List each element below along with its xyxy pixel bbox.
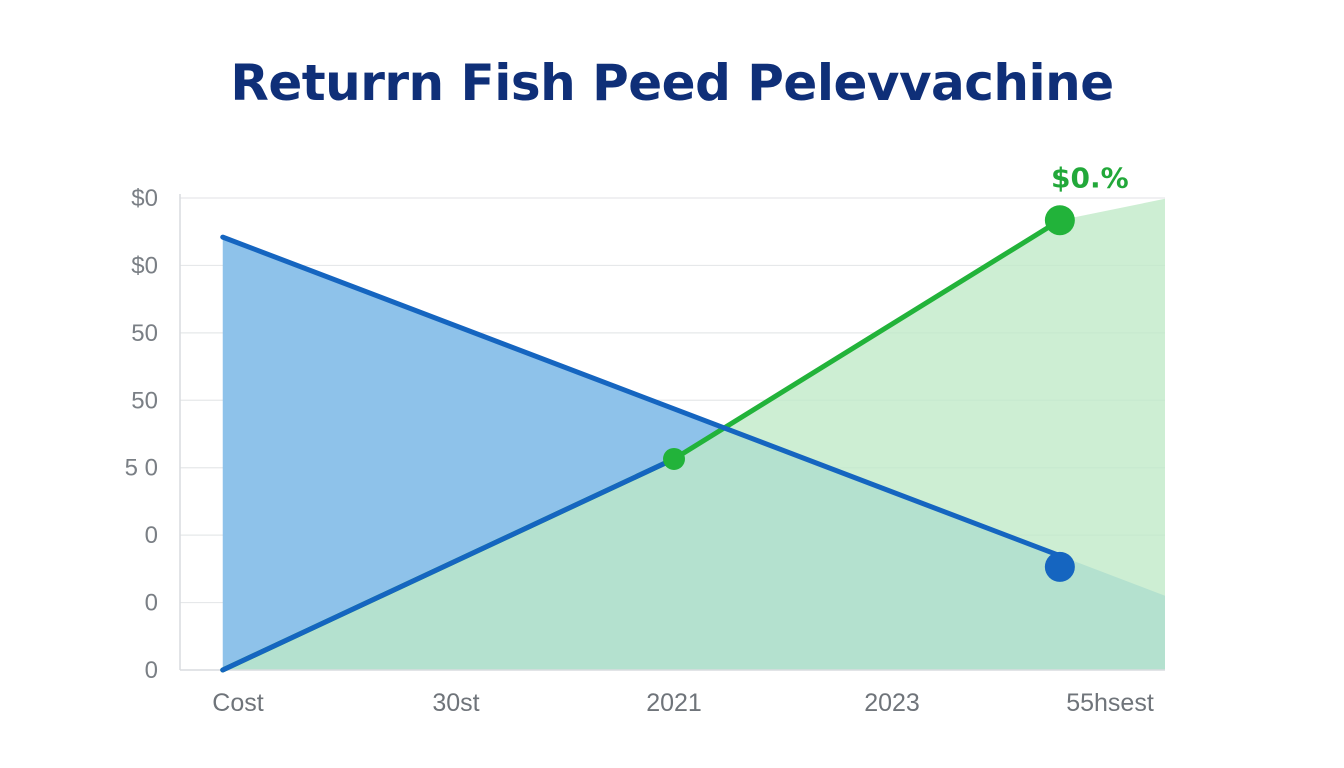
x-axis-tick-labels: Cost 30st 2021 2023 55hsest [212, 689, 1154, 717]
chart-title: Returrn Fish Peed Pelevvachine [230, 54, 1114, 112]
x-tick-label: 55hsest [1066, 689, 1154, 717]
series-marker-1-0 [663, 447, 685, 470]
y-tick-label: 50 [131, 387, 158, 414]
y-tick-label: 0 [145, 522, 158, 549]
series-marker-1-1 [1044, 205, 1075, 236]
series-markers [663, 205, 1075, 582]
y-tick-label: $0 [131, 252, 158, 279]
x-tick-label: 30st [432, 689, 479, 717]
annotations: $0.% [1051, 161, 1129, 194]
y-tick-label: 5 0 [125, 455, 158, 482]
series-area-1 [222, 198, 1165, 670]
y-tick-label: 0 [145, 590, 158, 617]
series-line-1-lower-segment [220, 456, 677, 673]
area-fills [222, 198, 1165, 670]
y-tick-label: 50 [131, 320, 158, 347]
x-tick-label: 2021 [646, 689, 702, 717]
series-marker-0-0 [1044, 551, 1075, 582]
y-axis-tick-labels: 0 0 0 5 0 50 50 $0 $0 [125, 185, 158, 684]
axes [179, 194, 1165, 671]
y-tick-label: $0 [131, 185, 158, 212]
series-line-0 [220, 234, 1063, 559]
annotation-label: $0.% [1051, 161, 1129, 194]
x-tick-label: 2023 [864, 689, 920, 717]
x-tick-label: Cost [212, 689, 263, 717]
y-tick-label: 0 [145, 657, 158, 684]
